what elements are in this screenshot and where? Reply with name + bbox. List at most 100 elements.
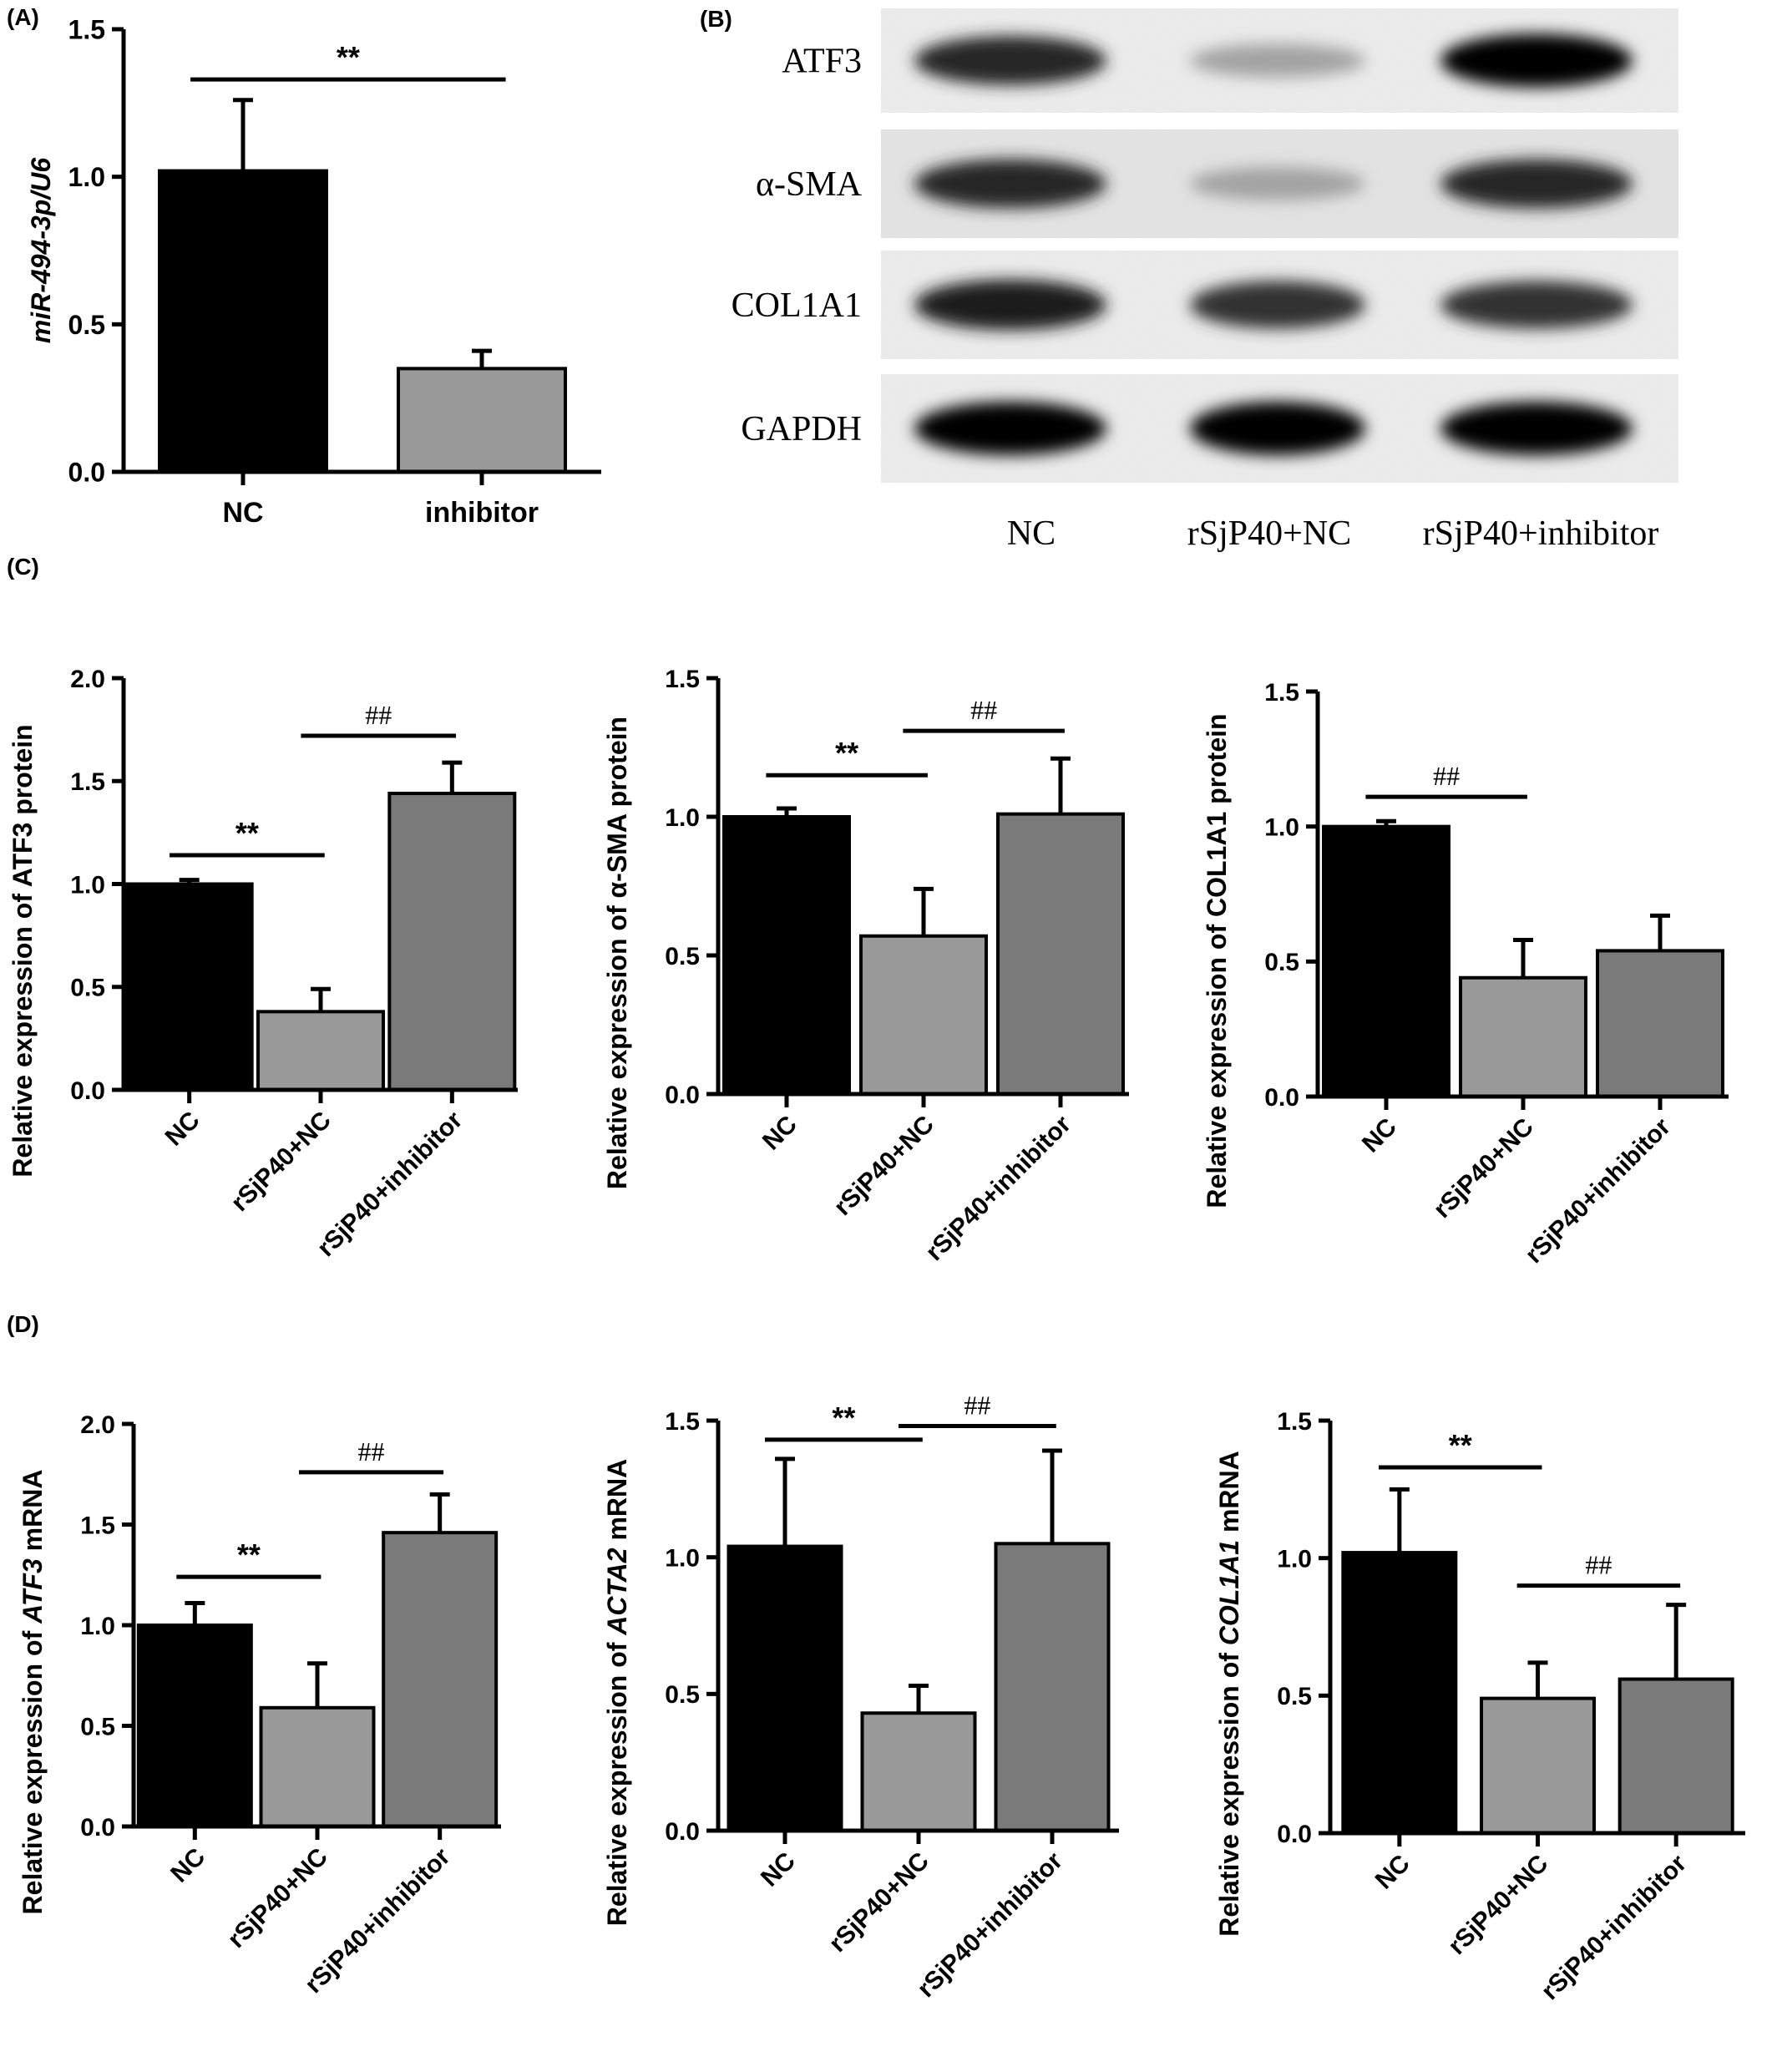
bar-a-2 (397, 367, 567, 474)
y-axis-label-c1: Relative expression of ATF3 protein (8, 724, 38, 1177)
panel-letter-b: (B) (700, 6, 732, 32)
y-axis-label-a: miR-494-3p/U6 (26, 158, 56, 344)
chart-panel-c1: 0.0 0.5 1.0 1.5 2.0 NC rSjP40+NCrSjP40+inhibit… (8, 666, 518, 1262)
y-axis-label-part-d1-2: ATF3 (18, 1558, 48, 1624)
y-tick-label-d3-2: 0.5 (1277, 1683, 1312, 1710)
y-tick-label-a-2: 0.5 (68, 310, 105, 340)
category-label-d1-2: rSjP40+NC (223, 1843, 333, 1953)
y-axis-label-d2: Relative expression of ACTA2 mRNA (602, 1459, 632, 1927)
significance-label-c1-2: ## (365, 700, 392, 730)
significance-label-c3-1: ## (1433, 761, 1460, 791)
blot-band-2-3 (1440, 159, 1633, 209)
y-tick-label-c3-2: 0.5 (1264, 949, 1299, 976)
bar-d3-1 (1341, 1551, 1458, 1835)
bar-c3-3 (1596, 949, 1724, 1099)
blot-band-1-1 (914, 36, 1106, 85)
y-tick-label-c2-2: 0.5 (665, 943, 700, 970)
bar-d2-1 (726, 1544, 843, 1833)
y-tick-label-d2-1: 0.0 (665, 1818, 700, 1846)
bar-c3-2 (1459, 975, 1587, 1098)
blot-lane-label-1: NC (1007, 514, 1056, 553)
y-tick-label-d1-2: 0.5 (80, 1713, 115, 1740)
blot-row-2: α-SMA (756, 129, 1678, 238)
y-tick-label-d1-1: 0.0 (80, 1814, 115, 1841)
blot-band-4-2 (1190, 402, 1365, 455)
blot-band-3-2 (1190, 281, 1365, 329)
y-axis-label-d1: Relative expression of ATF3 mRNA (18, 1470, 48, 1915)
y-tick-label-c2-3: 1.0 (665, 804, 700, 832)
bar-d2-2 (860, 1711, 977, 1832)
blot-band-1-3 (1440, 33, 1633, 88)
y-axis-label-part-d2-1: Relative expression of (602, 1635, 632, 1927)
bar-d1-1 (136, 1624, 253, 1828)
blot-band-2-1 (914, 159, 1106, 209)
blot-lane-label-3: rSjP40+inhibitor (1423, 514, 1659, 553)
category-label-d3-1: NC (1370, 1850, 1415, 1895)
bar-c2-2 (859, 934, 988, 1097)
y-tick-label-c1-3: 1.0 (70, 871, 105, 899)
significance-label-d2-2: ## (964, 1391, 990, 1421)
bar-d3-2 (1480, 1696, 1596, 1836)
bar-d1-3 (382, 1531, 499, 1828)
blot-row-4: GAPDH (741, 374, 1678, 483)
y-tick-label-d2-3: 1.0 (665, 1544, 700, 1572)
chart-panel-d1: 0.00.51.01.52.0NC rSjP40+NCrSjP40+inhibit… (18, 1411, 501, 1999)
y-tick-label-a-1: 0.0 (68, 458, 105, 488)
category-label-c3-3: rSjP40+inhibitor (1520, 1112, 1676, 1269)
western-blot: ATF3 α-SMA COL1A1 GAPDH NC rSjP40+NC rSjP40+in… (732, 8, 1678, 553)
category-label-d3-2: rSjP40+NC (1443, 1850, 1553, 1960)
y-tick-label-d3-4: 1.5 (1277, 1408, 1312, 1436)
y-tick-label-a-4: 1.5 (68, 15, 105, 45)
category-label-c2-3: rSjP40+inhibitor (920, 1110, 1076, 1266)
y-tick-label-c1-2: 0.5 (70, 975, 105, 1002)
y-tick-label-c3-4: 1.5 (1264, 679, 1299, 707)
significance-label-c2-2: ## (970, 695, 997, 725)
blot-band-3-1 (914, 279, 1106, 331)
category-label-d2-1: NC (756, 1847, 801, 1892)
category-label-c1-3: rSjP40+inhibitor (312, 1106, 468, 1262)
category-label-d3-3: rSjP40+inhibitor (1537, 1849, 1693, 2005)
category-label-d1-1: NC (165, 1843, 210, 1888)
y-axis-label-d3: Relative expression of COL1A1 mRNA (1214, 1451, 1244, 1937)
y-axis-label-part-d3-2: COL1A1 (1214, 1540, 1244, 1645)
significance-label-c1-1: ** (235, 816, 259, 850)
y-tick-label-c2-4: 1.5 (665, 666, 700, 693)
y-tick-label-c3-3: 1.0 (1264, 813, 1299, 841)
bar-c2-3 (996, 812, 1125, 1096)
significance-label-d2-1: ** (832, 1401, 855, 1435)
category-label-d2-2: rSjP40+NC (824, 1847, 934, 1958)
bar-d1-2 (259, 1705, 376, 1829)
y-tick-label-d1-5: 2.0 (80, 1411, 115, 1439)
blot-row-label-3: COL1A1 (732, 286, 862, 325)
y-tick-label-a-3: 1.0 (68, 162, 105, 192)
y-tick-label-d2-2: 0.5 (665, 1681, 700, 1709)
category-label-c1-2: rSjP40+NC (226, 1107, 337, 1217)
category-label-a-1: NC (222, 497, 263, 529)
bar-c3-1 (1322, 824, 1450, 1099)
blot-row-label-1: ATF3 (782, 43, 862, 81)
y-tick-label-c1-4: 1.5 (70, 768, 105, 796)
bar-c1-3 (387, 792, 517, 1092)
y-axis-label-part-d3-1: Relative expression of (1214, 1645, 1244, 1937)
y-axis-label-part-d1-3: mRNA (18, 1470, 48, 1559)
bar-d2-3 (994, 1542, 1111, 1833)
category-label-c3-1: NC (1357, 1113, 1402, 1158)
y-axis-label-c3: Relative expression of COL1A1 protein (1202, 713, 1232, 1208)
category-label-c2-2: rSjP40+NC (829, 1111, 939, 1221)
category-label-a-2: inhibitor (425, 497, 539, 529)
category-label-c1-1: NC (160, 1107, 205, 1152)
panel-letter-d: (D) (7, 1311, 39, 1337)
category-label-c3-2: rSjP40+NC (1429, 1113, 1539, 1223)
significance-label-a-1: ** (337, 40, 360, 74)
y-tick-label-d3-3: 1.0 (1277, 1545, 1312, 1573)
blot-lane-label-2: rSjP40+NC (1187, 514, 1351, 553)
bar-d3-3 (1618, 1677, 1734, 1836)
blot-band-4-1 (914, 402, 1106, 455)
blot-row-label-2: α-SMA (756, 165, 863, 204)
bar-c1-1 (124, 882, 254, 1092)
blot-band-1-2 (1190, 43, 1365, 78)
